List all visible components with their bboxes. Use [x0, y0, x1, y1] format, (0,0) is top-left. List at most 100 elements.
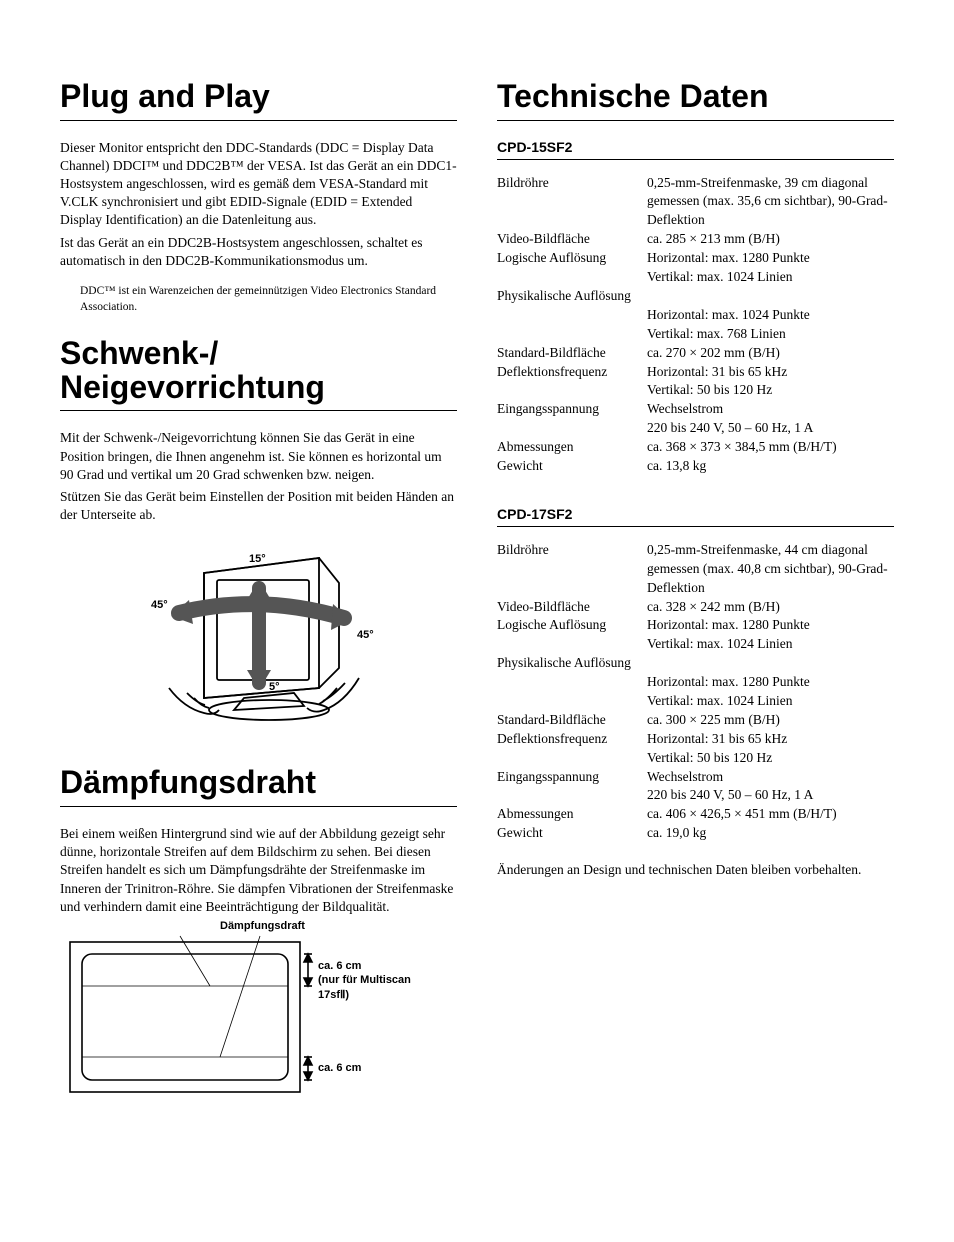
spec-label: Physikalische Auflösung — [497, 654, 647, 673]
spec-value: ca. 285 × 213 mm (B/H) — [647, 230, 894, 249]
spec-row: Horizontal: max. 1024 Punkte — [497, 306, 894, 325]
spec-row: Vertikal: max. 768 Linien — [497, 325, 894, 344]
spec-value: Vertikal: 50 bis 120 Hz — [647, 381, 894, 400]
damper-side-label-1a: ca. 6 cm — [318, 960, 361, 972]
spec-value: Wechselstrom — [647, 400, 894, 419]
spec-label: Gewicht — [497, 824, 647, 843]
spec-label — [497, 673, 647, 692]
spec-value: Vertikal: max. 768 Linien — [647, 325, 894, 344]
spec-row: Gewichtca. 13,8 kg — [497, 457, 894, 476]
spec-label: Bildröhre — [497, 541, 647, 598]
spec-label: Gewicht — [497, 457, 647, 476]
plug-paragraph-2: Ist das Gerät an ein DDC2B-Hostsystem an… — [60, 234, 457, 270]
damper-wire-label: Dämpfungsdraft — [220, 920, 305, 932]
spec-label — [497, 419, 647, 438]
spec-row: Video-Bildflächeca. 285 × 213 mm (B/H) — [497, 230, 894, 249]
spec-row: Physikalische Auflösung — [497, 654, 894, 673]
spec-value: ca. 300 × 225 mm (B/H) — [647, 711, 894, 730]
page-columns: Plug and Play Dieser Monitor entspricht … — [60, 80, 894, 1107]
spec-label: Eingangsspannung — [497, 400, 647, 419]
spec-value: Vertikal: max. 1024 Linien — [647, 692, 894, 711]
spec-row: Vertikal: max. 1024 Linien — [497, 268, 894, 287]
spec-label: Deflektionsfrequenz — [497, 730, 647, 749]
spec-label — [497, 381, 647, 400]
spec-table-cpd17sf2: Bildröhre0,25-mm-Streifenmaske, 44 cm di… — [497, 541, 894, 843]
spec-row: Logische AuflösungHorizontal: max. 1280 … — [497, 616, 894, 635]
spec-row: Vertikal: max. 1024 Linien — [497, 692, 894, 711]
spec-label — [497, 268, 647, 287]
spec-row: DeflektionsfrequenzHorizontal: 31 bis 65… — [497, 730, 894, 749]
damper-side-label-2: ca. 6 cm — [318, 1062, 361, 1074]
spec-table-cpd15sf2: Bildröhre0,25-mm-Streifenmaske, 39 cm di… — [497, 174, 894, 476]
spec-value: ca. 406 × 426,5 × 451 mm (B/H/T) — [647, 805, 894, 824]
spec-label: Bildröhre — [497, 174, 647, 231]
tech-footer-note: Änderungen an Design und technischen Dat… — [497, 861, 894, 879]
model-heading-cpd17sf2: CPD-17SF2 — [497, 506, 894, 527]
right-column: Technische Daten CPD-15SF2 Bildröhre0,25… — [497, 80, 894, 1107]
plug-trademark-note: DDC™ ist ein Warenzeichen der gemeinnütz… — [80, 284, 457, 315]
spec-label — [497, 786, 647, 805]
spec-label — [497, 692, 647, 711]
heading-daempfungsdraht: Dämpfungsdraht — [60, 766, 457, 807]
spec-value — [647, 287, 894, 306]
spec-label: Standard-Bildfläche — [497, 711, 647, 730]
heading-technische-daten: Technische Daten — [497, 80, 894, 121]
spec-value: Horizontal: max. 1280 Punkte — [647, 673, 894, 692]
swivel-label-left: 45° — [151, 599, 168, 611]
damper-side-label-1b: (nur für Multiscan — [318, 974, 411, 986]
spec-value: Vertikal: max. 1024 Linien — [647, 635, 894, 654]
spec-label: Physikalische Auflösung — [497, 287, 647, 306]
spec-value: 0,25-mm-Streifenmaske, 39 cm diagonal ge… — [647, 174, 894, 231]
tilt-label-top: 15° — [249, 553, 266, 565]
schwenk-paragraph-1: Mit der Schwenk-/Neigevorrichtung können… — [60, 429, 457, 484]
spec-row: Gewichtca. 19,0 kg — [497, 824, 894, 843]
spec-row: Abmessungenca. 368 × 373 × 384,5 mm (B/H… — [497, 438, 894, 457]
spec-value: Horizontal: max. 1024 Punkte — [647, 306, 894, 325]
spec-row: Video-Bildflächeca. 328 × 242 mm (B/H) — [497, 598, 894, 617]
spec-label: Logische Auflösung — [497, 249, 647, 268]
heading-plug-and-play: Plug and Play — [60, 80, 457, 121]
spec-value: ca. 270 × 202 mm (B/H) — [647, 344, 894, 363]
heading-schwenk-line2: Neigevorrichtung — [60, 369, 325, 405]
spec-label: Logische Auflösung — [497, 616, 647, 635]
spec-row: Horizontal: max. 1280 Punkte — [497, 673, 894, 692]
spec-value: Vertikal: 50 bis 120 Hz — [647, 749, 894, 768]
damper-wire-illustration — [60, 922, 420, 1102]
spec-value: Horizontal: max. 1280 Punkte — [647, 249, 894, 268]
spec-row: Vertikal: 50 bis 120 Hz — [497, 381, 894, 400]
spec-label — [497, 325, 647, 344]
spec-label: Video-Bildfläche — [497, 230, 647, 249]
model-heading-cpd15sf2: CPD-15SF2 — [497, 139, 894, 160]
spec-value: Horizontal: 31 bis 65 kHz — [647, 363, 894, 382]
spec-value: Horizontal: max. 1280 Punkte — [647, 616, 894, 635]
spec-row: EingangsspannungWechselstrom — [497, 400, 894, 419]
spec-value: ca. 13,8 kg — [647, 457, 894, 476]
spec-value: 220 bis 240 V, 50 – 60 Hz, 1 A — [647, 419, 894, 438]
spec-row: Bildröhre0,25-mm-Streifenmaske, 39 cm di… — [497, 174, 894, 231]
spec-value — [647, 654, 894, 673]
spec-label: Eingangsspannung — [497, 768, 647, 787]
spec-row: Abmessungenca. 406 × 426,5 × 451 mm (B/H… — [497, 805, 894, 824]
daempf-paragraph: Bei einem weißen Hintergrund sind wie au… — [60, 825, 457, 916]
spec-row: Logische AuflösungHorizontal: max. 1280 … — [497, 249, 894, 268]
spec-value: Vertikal: max. 1024 Linien — [647, 268, 894, 287]
spec-label: Standard-Bildfläche — [497, 344, 647, 363]
damper-wire-illustration-wrap: Dämpfungsdraft — [60, 922, 457, 1107]
spec-value: ca. 19,0 kg — [647, 824, 894, 843]
spec-row: Vertikal: max. 1024 Linien — [497, 635, 894, 654]
spec-row: 220 bis 240 V, 50 – 60 Hz, 1 A — [497, 419, 894, 438]
spec-label — [497, 635, 647, 654]
heading-schwenk: Schwenk-/ Neigevorrichtung — [60, 337, 457, 411]
spec-value: 220 bis 240 V, 50 – 60 Hz, 1 A — [647, 786, 894, 805]
heading-schwenk-line1: Schwenk-/ — [60, 335, 218, 371]
swivel-label-right: 45° — [357, 629, 374, 641]
spec-label — [497, 306, 647, 325]
spec-value: Wechselstrom — [647, 768, 894, 787]
spec-value: 0,25-mm-Streifenmaske, 44 cm diagonal ge… — [647, 541, 894, 598]
spec-value: ca. 328 × 242 mm (B/H) — [647, 598, 894, 617]
spec-row: Standard-Bildflächeca. 300 × 225 mm (B/H… — [497, 711, 894, 730]
spec-row: EingangsspannungWechselstrom — [497, 768, 894, 787]
spec-label: Abmessungen — [497, 805, 647, 824]
tilt-swivel-illustration: 15° 45° 45° 5° — [109, 538, 409, 758]
spec-row: Physikalische Auflösung — [497, 287, 894, 306]
